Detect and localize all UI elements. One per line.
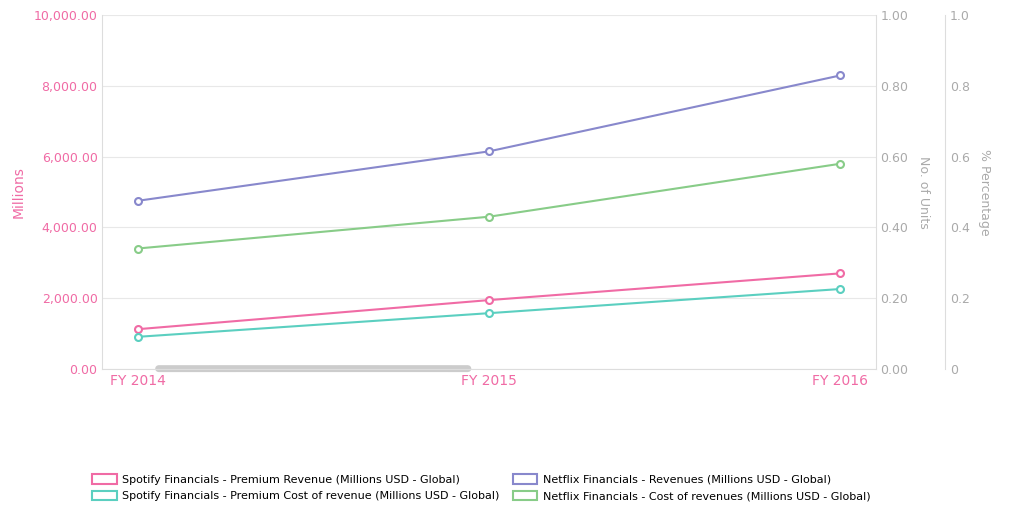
Legend: Spotify Financials - Premium Revenue (Millions USD - Global), Spotify Financials: Spotify Financials - Premium Revenue (Mi… [92,474,870,501]
Y-axis label: Millions: Millions [11,166,26,218]
Y-axis label: No. of Units: No. of Units [916,156,930,228]
Y-axis label: % Percentage: % Percentage [978,148,991,236]
